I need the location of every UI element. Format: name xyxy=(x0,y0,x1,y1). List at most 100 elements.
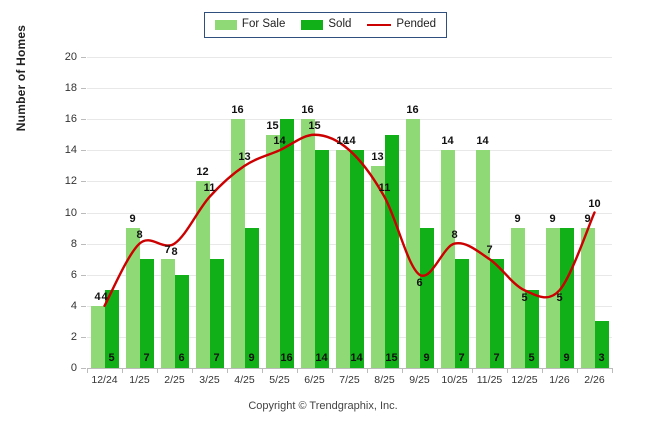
x-axis-tickmark xyxy=(437,368,438,373)
x-axis-tickmark xyxy=(157,368,158,373)
bar-for-sale[interactable] xyxy=(475,150,490,368)
x-axis-tick-label: 9/25 xyxy=(409,374,430,386)
bar-for-sale[interactable] xyxy=(160,259,175,368)
x-axis-tickmark xyxy=(367,368,368,373)
bar-sold[interactable] xyxy=(139,259,154,368)
x-axis-tick-label: 2/26 xyxy=(584,374,605,386)
bar-sold[interactable] xyxy=(174,274,189,368)
bar-label-for-sale: 16 xyxy=(231,104,244,117)
bar-label-sold: 14 xyxy=(315,352,328,364)
x-axis-tick-label: 7/25 xyxy=(339,374,360,386)
bar-label-sold: 5 xyxy=(528,352,535,364)
x-axis-tickmark xyxy=(472,368,473,373)
y-axis-tick-label: 18 xyxy=(64,82,77,95)
legend-line-pended xyxy=(367,24,392,26)
x-axis-tick-label: 6/25 xyxy=(304,374,325,386)
legend-item-for-sale[interactable]: For Sale xyxy=(214,19,285,31)
y-axis-tick-label: 4 xyxy=(70,299,77,312)
bar-for-sale[interactable] xyxy=(230,119,245,368)
bar-sold[interactable] xyxy=(104,290,119,368)
pended-point-label: 8 xyxy=(451,228,458,241)
y-axis-tickmark xyxy=(81,368,86,369)
x-axis-tick-label: 10/25 xyxy=(441,374,468,386)
bar-label-sold: 5 xyxy=(108,352,115,364)
pended-line-path xyxy=(103,133,596,307)
legend-label-pended: Pended xyxy=(396,18,437,31)
bar-sold[interactable] xyxy=(314,150,329,368)
x-axis-tickmark xyxy=(507,368,508,373)
bar-for-sale[interactable] xyxy=(510,228,525,368)
bar-label-for-sale: 16 xyxy=(301,104,314,117)
x-axis-tickmark xyxy=(297,368,298,373)
legend-label-sold: Sold xyxy=(328,18,352,31)
bar-for-sale[interactable] xyxy=(335,150,350,368)
x-axis-tick-label: 1/25 xyxy=(129,374,150,386)
legend-item-sold[interactable]: Sold xyxy=(301,19,351,31)
bar-label-for-sale: 15 xyxy=(266,119,279,132)
x-axis-tickmark xyxy=(612,368,613,373)
bar-label-for-sale: 14 xyxy=(441,135,454,148)
pended-point-label: 10 xyxy=(588,197,601,210)
x-axis-tickmark xyxy=(577,368,578,373)
y-axis-tick-label: 14 xyxy=(64,144,77,157)
pended-line-series xyxy=(103,133,596,307)
bar-for-sale[interactable] xyxy=(300,119,315,368)
bar-sold[interactable] xyxy=(559,228,574,368)
bar-label-sold: 9 xyxy=(563,352,570,364)
y-axis-tickmark xyxy=(81,212,86,214)
y-axis-tick-label: 8 xyxy=(70,237,77,250)
bar-for-sale[interactable] xyxy=(405,119,420,368)
x-axis-tickmark xyxy=(332,368,333,373)
bar-sold[interactable] xyxy=(594,321,609,368)
y-axis-tick-label: 2 xyxy=(70,330,77,343)
bar-sold[interactable] xyxy=(419,228,434,368)
bar-label-sold: 6 xyxy=(178,352,185,364)
bar-label-sold: 9 xyxy=(423,352,430,364)
pended-point-label: 4 xyxy=(101,290,108,303)
y-axis-tickmark xyxy=(81,336,86,338)
bar-label-for-sale: 16 xyxy=(406,104,419,117)
bar-for-sale[interactable] xyxy=(580,228,595,368)
bar-label-sold: 9 xyxy=(248,352,255,364)
bar-label-for-sale: 9 xyxy=(129,213,136,225)
y-axis-tick-label: 10 xyxy=(64,206,77,219)
bar-label-for-sale: 13 xyxy=(371,150,384,163)
bar-label-for-sale: 9 xyxy=(584,213,591,225)
bar-for-sale[interactable] xyxy=(440,150,455,368)
bar-label-sold: 16 xyxy=(280,352,293,364)
x-axis-line xyxy=(87,368,612,369)
pended-point-label: 5 xyxy=(556,292,563,305)
bar-sold[interactable] xyxy=(209,259,224,368)
bar-label-sold: 7 xyxy=(493,352,500,364)
y-axis-tick-label: 20 xyxy=(64,51,77,63)
bar-for-sale[interactable] xyxy=(195,181,210,368)
bar-for-sale[interactable] xyxy=(545,228,560,368)
bar-sold[interactable] xyxy=(244,228,259,368)
bar-for-sale[interactable] xyxy=(125,228,140,368)
legend-item-pended[interactable]: Pended xyxy=(367,19,436,31)
bar-for-sale[interactable] xyxy=(90,305,105,368)
pended-point-label: 11 xyxy=(378,181,391,194)
x-axis-tickmark xyxy=(87,368,88,373)
pended-point-label: 8 xyxy=(171,245,178,258)
bar-for-sale[interactable] xyxy=(265,134,280,368)
bar-for-sale[interactable] xyxy=(370,165,385,368)
bar-sold[interactable] xyxy=(524,290,539,368)
plot-area: 4 5 4 9 7 8 7 6 8 12 7 11 16 9 13 15 16 14 16 14 15 14 14 14 13 1… xyxy=(87,57,612,369)
bar-sold[interactable] xyxy=(384,134,399,368)
x-axis-tick-label: 4/25 xyxy=(234,374,255,386)
bar-sold[interactable] xyxy=(454,259,469,368)
pended-point-label: 14 xyxy=(343,135,356,148)
x-axis-tickmark xyxy=(402,368,403,373)
x-axis-labels: 12/24 1/25 2/25 3/25 4/25 5/25 6/25 7/25 8/25 9/2… xyxy=(87,372,612,390)
x-axis-tickmark xyxy=(227,368,228,373)
chart-legend: For Sale Sold Pended xyxy=(204,12,447,38)
bar-label-for-sale: 4 xyxy=(94,290,101,303)
y-axis-tickmark xyxy=(81,181,86,183)
x-axis-tickmark xyxy=(122,368,123,373)
y-axis-tickmark xyxy=(81,57,86,58)
bar-sold[interactable] xyxy=(489,259,504,368)
bar-sold[interactable] xyxy=(279,119,294,368)
bar-sold[interactable] xyxy=(349,150,364,368)
